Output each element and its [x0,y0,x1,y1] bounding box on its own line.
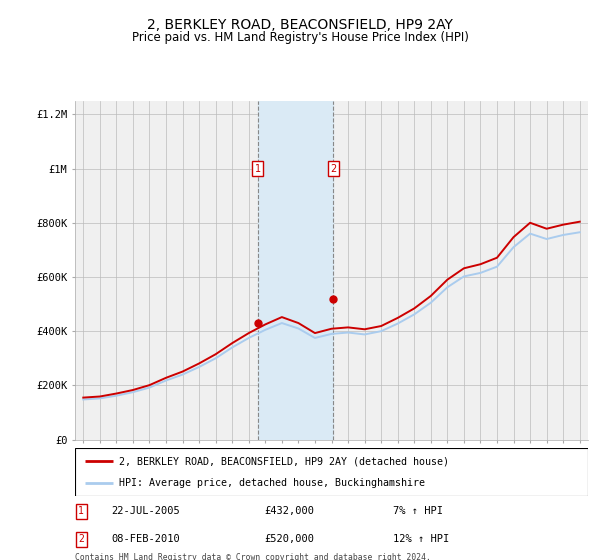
Text: 22-JUL-2005: 22-JUL-2005 [111,506,179,516]
Text: 12% ↑ HPI: 12% ↑ HPI [393,534,449,544]
Text: HPI: Average price, detached house, Buckinghamshire: HPI: Average price, detached house, Buck… [119,478,425,488]
Text: 1: 1 [255,164,261,174]
Text: 7% ↑ HPI: 7% ↑ HPI [393,506,443,516]
Text: 2, BERKLEY ROAD, BEACONSFIELD, HP9 2AY: 2, BERKLEY ROAD, BEACONSFIELD, HP9 2AY [147,18,453,32]
Bar [258,101,333,440]
Text: Contains HM Land Registry data © Crown copyright and database right 2024.
This d: Contains HM Land Registry data © Crown c… [75,553,431,560]
Text: 2: 2 [330,164,336,174]
Text: 08-FEB-2010: 08-FEB-2010 [111,534,179,544]
Text: 2: 2 [78,534,84,544]
Text: 1: 1 [78,506,84,516]
Text: £520,000: £520,000 [265,534,315,544]
Text: 2, BERKLEY ROAD, BEACONSFIELD, HP9 2AY (detached house): 2, BERKLEY ROAD, BEACONSFIELD, HP9 2AY (… [119,456,449,466]
Text: £432,000: £432,000 [265,506,315,516]
Text: Price paid vs. HM Land Registry's House Price Index (HPI): Price paid vs. HM Land Registry's House … [131,31,469,44]
